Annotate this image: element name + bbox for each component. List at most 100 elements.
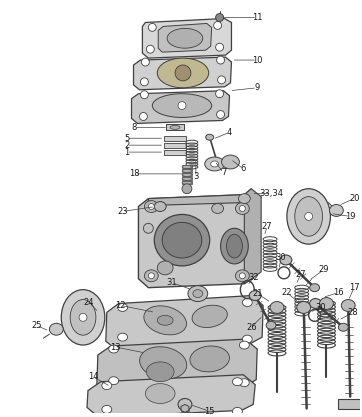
Polygon shape [87,375,255,417]
Text: 20: 20 [349,194,359,203]
Ellipse shape [157,58,209,88]
Ellipse shape [109,345,119,353]
Ellipse shape [280,255,292,265]
Text: 21: 21 [252,289,262,298]
FancyBboxPatch shape [166,124,184,131]
Ellipse shape [341,299,355,311]
Ellipse shape [227,234,242,258]
Text: 27: 27 [295,270,306,279]
Ellipse shape [222,155,239,169]
Text: 6: 6 [241,164,246,173]
Text: 18: 18 [129,169,140,178]
Ellipse shape [239,193,250,203]
Ellipse shape [338,323,348,331]
Ellipse shape [140,78,148,86]
Ellipse shape [144,306,186,335]
Ellipse shape [239,273,245,279]
Ellipse shape [182,169,192,172]
Ellipse shape [320,298,333,309]
Text: 2: 2 [124,141,129,150]
Text: 29: 29 [318,265,329,274]
Ellipse shape [216,56,224,64]
Ellipse shape [146,384,175,404]
Polygon shape [131,91,230,123]
Ellipse shape [154,201,166,211]
Ellipse shape [188,286,208,301]
Text: 13: 13 [110,342,121,352]
Ellipse shape [178,399,192,410]
Ellipse shape [232,378,242,386]
Ellipse shape [140,347,187,379]
Ellipse shape [144,201,158,213]
Ellipse shape [216,111,224,118]
Ellipse shape [239,379,249,387]
Text: 3: 3 [193,172,198,181]
Ellipse shape [216,90,224,98]
Ellipse shape [190,346,230,372]
Ellipse shape [297,301,311,314]
Ellipse shape [216,43,224,51]
Polygon shape [148,189,251,206]
Text: 27: 27 [262,222,273,231]
Ellipse shape [102,382,112,389]
Text: 28: 28 [348,308,358,317]
Ellipse shape [239,206,245,211]
Ellipse shape [305,213,313,220]
Ellipse shape [170,126,180,129]
FancyBboxPatch shape [182,169,192,172]
Ellipse shape [146,45,154,53]
Ellipse shape [157,261,173,275]
Ellipse shape [49,323,63,335]
Ellipse shape [167,28,203,48]
Ellipse shape [270,301,284,314]
Ellipse shape [220,228,248,264]
Ellipse shape [148,203,154,209]
Ellipse shape [310,284,320,291]
Text: 30: 30 [275,254,286,262]
Ellipse shape [178,102,186,110]
Ellipse shape [182,181,192,184]
FancyBboxPatch shape [182,181,192,184]
Text: 11: 11 [252,13,262,22]
Polygon shape [181,404,189,412]
Ellipse shape [211,161,219,167]
Text: 10: 10 [252,55,262,65]
Ellipse shape [140,91,148,99]
Ellipse shape [232,407,242,415]
Ellipse shape [157,315,173,325]
Ellipse shape [206,134,214,140]
Ellipse shape [266,322,276,329]
Ellipse shape [214,21,222,29]
Ellipse shape [182,177,192,180]
Ellipse shape [193,290,203,298]
Ellipse shape [295,197,323,236]
Text: 9: 9 [254,83,260,92]
Ellipse shape [79,314,87,322]
Ellipse shape [182,184,192,193]
Ellipse shape [142,58,150,66]
Ellipse shape [154,214,210,266]
Ellipse shape [148,273,154,279]
Polygon shape [97,339,257,394]
Ellipse shape [61,290,105,345]
Text: 14: 14 [88,372,98,381]
Text: 26: 26 [246,323,257,332]
Ellipse shape [205,157,224,171]
Ellipse shape [109,377,119,384]
Text: 8: 8 [132,123,137,132]
Ellipse shape [287,189,331,244]
Ellipse shape [182,173,192,176]
Ellipse shape [329,205,343,216]
Ellipse shape [235,270,249,282]
Polygon shape [244,189,261,284]
Polygon shape [158,23,212,52]
Ellipse shape [235,203,249,214]
FancyBboxPatch shape [338,399,362,409]
Ellipse shape [192,305,227,327]
Text: 31: 31 [167,278,177,287]
FancyBboxPatch shape [182,177,192,180]
Polygon shape [138,195,254,288]
FancyBboxPatch shape [164,150,186,155]
Polygon shape [134,57,231,90]
Ellipse shape [152,94,212,118]
